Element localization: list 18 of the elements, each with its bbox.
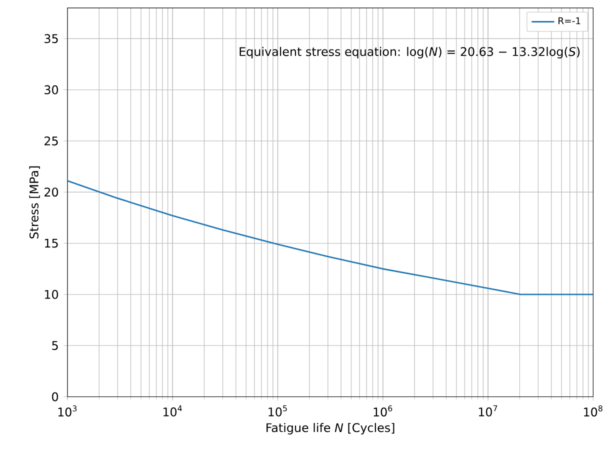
y-tick-label: 25 [44, 136, 58, 146]
x-axis-title: Fatigue life N [Cycles] [266, 422, 394, 434]
y-tick-label: 35 [44, 34, 58, 43]
x-tick-label: 10$^{4}$ [163, 405, 182, 416]
y-tick-label: 30 [44, 85, 58, 94]
x-tick-label: 10$^{3}$ [58, 405, 77, 416]
legend-label: R=-1 [558, 17, 580, 24]
y-tick-label: 0 [52, 392, 58, 402]
y-tick-label: 10 [44, 290, 58, 299]
x-tick-label: 10$^{8}$ [584, 405, 602, 416]
x-tick-label: 10$^{5}$ [268, 405, 287, 416]
y-tick-label: 5 [52, 341, 58, 350]
annotation: Equivalent stress equation: log(N) = 20.63 − 13.32log(S) [240, 46, 580, 58]
x-tick-label: 10$^{6}$ [374, 405, 392, 416]
y-tick-label: 15 [44, 238, 58, 248]
y-axis-title: Stress [MPa] [29, 166, 40, 238]
x-tick-label: 10$^{7}$ [478, 405, 498, 416]
y-tick-label: 20 [44, 187, 58, 196]
